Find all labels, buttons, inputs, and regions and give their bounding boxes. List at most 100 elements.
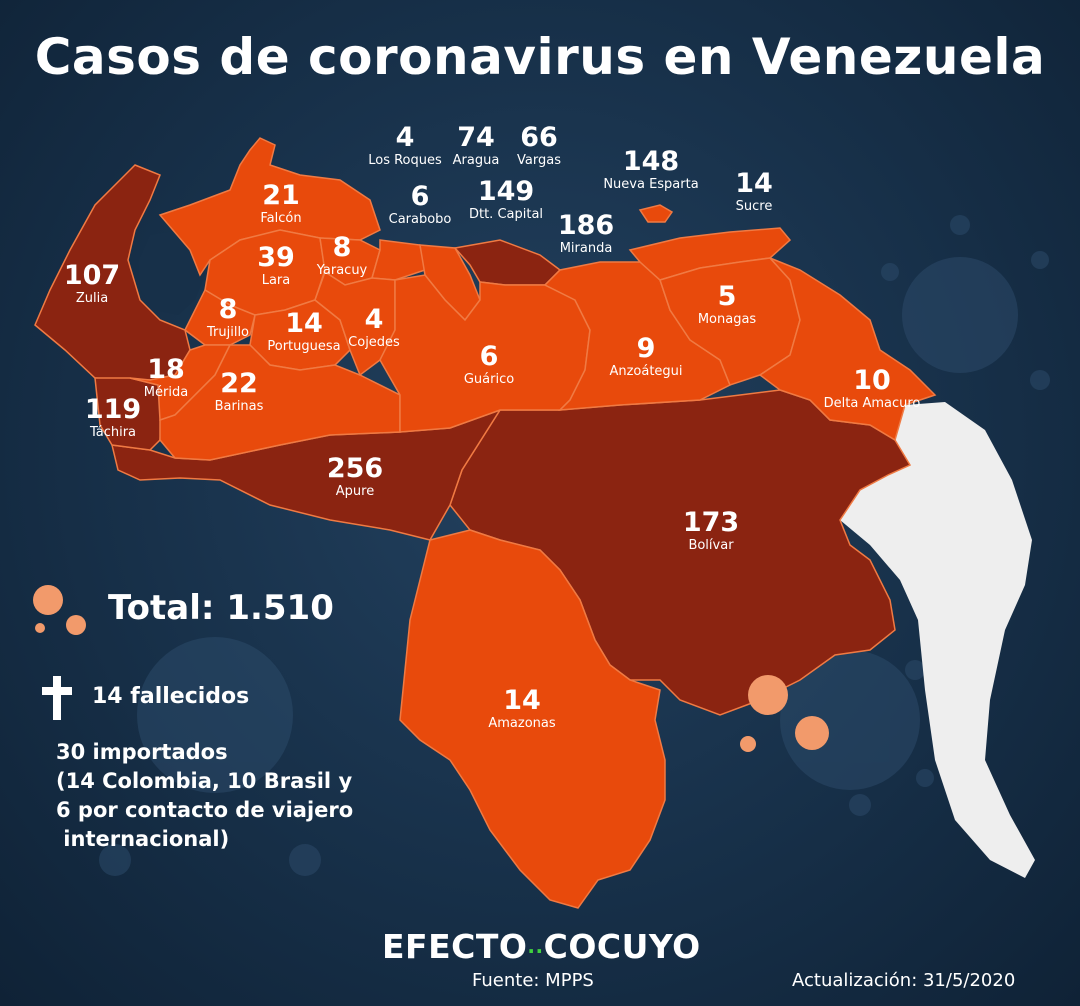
region-cases: 149 <box>477 176 535 207</box>
region-name: Sucre <box>735 199 773 214</box>
label-cojedes: 4 Cojedes <box>348 306 400 349</box>
region-cases: 14 <box>503 685 541 716</box>
region-cases: 107 <box>63 260 121 291</box>
region-cases: 9 <box>636 333 656 364</box>
region-name: Cojedes <box>348 335 400 350</box>
region-name: Apure <box>335 484 375 499</box>
updated-date: Actualización: 31/5/2020 <box>792 970 1016 991</box>
region-name: Táchira <box>89 425 137 440</box>
region-name: Yaracuy <box>316 263 368 278</box>
brand-logo: EFECTO··COCUYO <box>382 927 701 966</box>
region-name: Lara <box>261 273 291 288</box>
label-delta-amacuro: 10 Delta Amacuro <box>824 367 921 410</box>
region-name: Mérida <box>143 385 189 400</box>
region-cases: 66 <box>520 122 558 153</box>
brand-left: EFECTO <box>382 927 528 966</box>
region-name: Zulia <box>75 291 109 306</box>
region-name: Dtt. Capital <box>468 207 544 222</box>
region-cases: 6 <box>410 181 430 212</box>
lake-maracaibo <box>138 230 205 315</box>
region-name: Bolívar <box>688 538 734 553</box>
region-name: Monagas <box>697 312 757 327</box>
region-cases: 8 <box>332 232 352 263</box>
region-cases: 4 <box>395 122 415 153</box>
imported-note: 30 importados (14 Colombia, 10 Brasil y … <box>56 738 353 854</box>
label-sucre: 14 Sucre <box>735 170 773 213</box>
region-barinas <box>159 344 401 461</box>
region-cases: 186 <box>557 210 615 241</box>
virus-decoration <box>99 215 1050 876</box>
total-cases: Total: 1.510 <box>108 588 334 628</box>
brand-right: COCUYO <box>543 927 701 966</box>
label-anzoategui: 9 Anzoátegui <box>609 335 682 378</box>
region-amazonas <box>399 529 666 909</box>
label-aragua: 74 Aragua <box>453 124 500 167</box>
region-name: Portuguesa <box>267 339 341 354</box>
imported-line: 6 por contacto de viajero <box>56 798 354 822</box>
label-portuguesa: 14 Portuguesa <box>267 310 340 353</box>
region-carabobo <box>371 239 426 281</box>
neighbor-territory <box>840 402 1035 878</box>
region-cases: 10 <box>853 365 891 396</box>
region-name: Amazonas <box>488 716 556 731</box>
region-name: Trujillo <box>206 325 250 340</box>
region-nueva-esparta <box>638 204 674 223</box>
region-cases: 256 <box>326 453 384 484</box>
brand-dots: ·· <box>527 939 544 963</box>
region-cases: 5 <box>717 281 737 312</box>
label-yaracuy: 8 Yaracuy <box>317 234 368 277</box>
region-cases: 14 <box>735 168 773 199</box>
region-name: Aragua <box>452 153 500 168</box>
region-cases: 14 <box>285 308 323 339</box>
label-vargas: 66 Vargas <box>517 124 561 167</box>
region-cases: 39 <box>257 242 295 273</box>
label-bolivar: 173 Bolívar <box>683 509 739 552</box>
region-cases: 173 <box>682 507 740 538</box>
imported-line: internacional) <box>56 827 230 851</box>
label-falcon: 21 Falcón <box>260 182 301 225</box>
label-dtt-capital: 149 Dtt. Capital <box>469 178 543 221</box>
region-cases: 4 <box>364 304 384 335</box>
deaths-count: 14 fallecidos <box>92 684 250 709</box>
region-name: Barinas <box>214 399 264 414</box>
imported-line: 30 importados <box>56 740 228 764</box>
region-name: Anzoátegui <box>609 364 683 379</box>
region-name: Carabobo <box>388 212 452 227</box>
region-cases: 74 <box>457 122 495 153</box>
label-tachira: 119 Táchira <box>85 396 141 439</box>
region-cases: 6 <box>479 341 499 372</box>
region-name: Guárico <box>463 372 515 387</box>
imported-line: (14 Colombia, 10 Brasil y <box>56 769 353 793</box>
label-nueva-esparta: 148 Nueva Esparta <box>603 148 698 191</box>
label-zulia: 107 Zulia <box>64 262 120 305</box>
label-guarico: 6 Guárico <box>464 343 514 386</box>
label-merida: 18 Mérida <box>144 356 188 399</box>
label-lara: 39 Lara <box>257 244 295 287</box>
page-title: Casos de coronavirus en Venezuela <box>34 28 1046 86</box>
virus-icon <box>33 585 829 752</box>
region-name: Vargas <box>517 153 561 168</box>
region-delta-amacuro <box>758 257 937 442</box>
region-cases: 8 <box>218 294 238 325</box>
region-cases: 22 <box>220 368 258 399</box>
label-apure: 256 Apure <box>327 455 383 498</box>
region-name: Falcón <box>260 211 302 226</box>
region-cases: 18 <box>147 354 185 385</box>
region-name: Delta Amacuro <box>823 396 921 411</box>
region-cases: 148 <box>622 146 680 177</box>
label-barinas: 22 Barinas <box>215 370 264 413</box>
cross-icon <box>42 676 72 720</box>
source-text: Fuente: MPPS <box>472 970 594 991</box>
label-amazonas: 14 Amazonas <box>488 687 555 730</box>
label-los-roques: 4 Los Roques <box>368 124 442 167</box>
label-carabobo: 6 Carabobo <box>389 183 452 226</box>
region-name: Miranda <box>559 241 613 256</box>
region-name: Nueva Esparta <box>603 177 699 192</box>
label-monagas: 5 Monagas <box>698 283 756 326</box>
region-cases: 21 <box>262 180 300 211</box>
label-miranda: 186 Miranda <box>558 212 614 255</box>
region-name: Los Roques <box>368 153 442 168</box>
region-cases: 119 <box>84 394 142 425</box>
